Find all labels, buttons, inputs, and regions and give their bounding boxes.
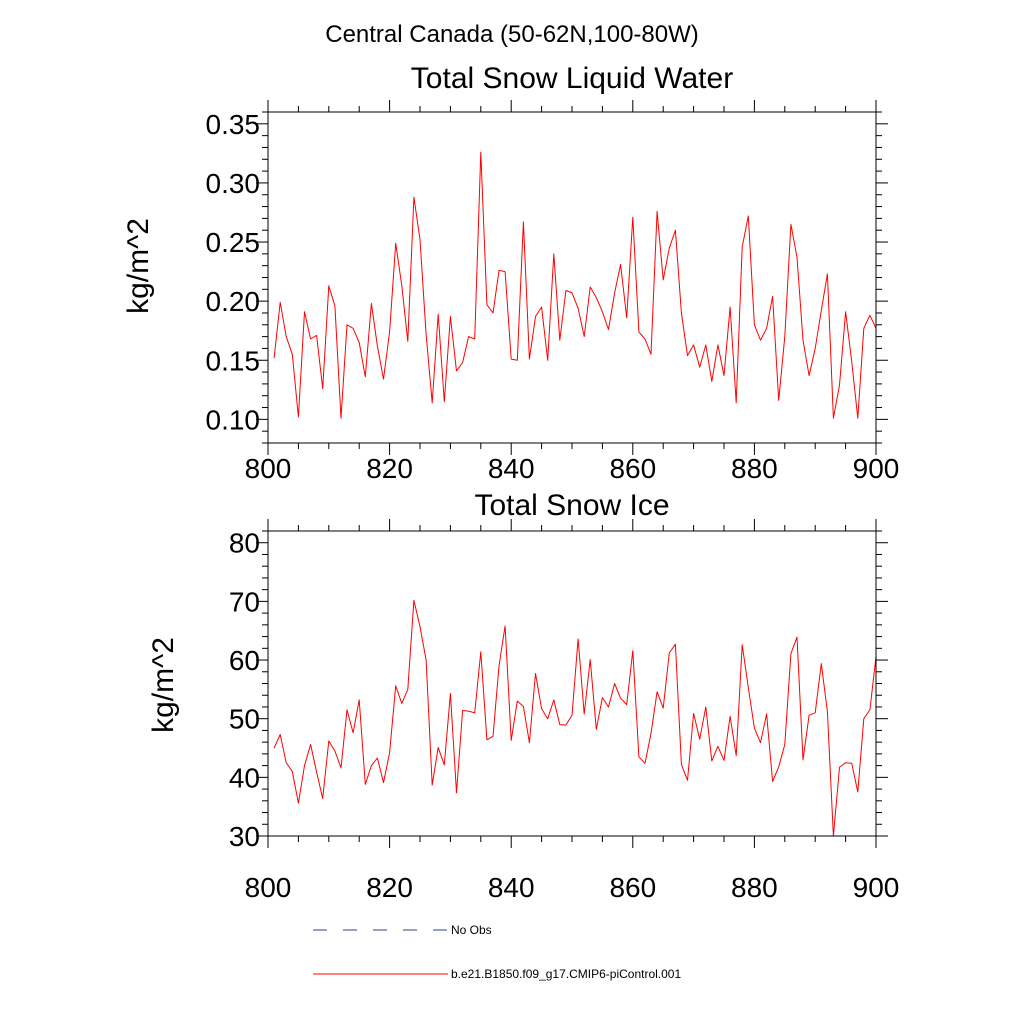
x-tick-label: 900 [853, 872, 900, 903]
y-tick-labels: 0.10 0.15 0.20 0.25 0.30 0.35 [206, 109, 261, 436]
x-tick-label: 820 [366, 453, 413, 484]
x-tick-label: 880 [731, 453, 778, 484]
plot-frame [267, 530, 877, 837]
y-axis-label: kg/m^2 [147, 637, 180, 733]
y-tick-label: 60 [229, 645, 260, 676]
panel-snow-liquid-water: Total Snow Liquid Water kg/m^2 0.100.150… [122, 62, 899, 484]
plot-frame [267, 111, 877, 444]
y-tick-label: 40 [229, 762, 260, 793]
x-tick-labels: 800 820 840 860 880 900 [245, 872, 900, 903]
series-group [273, 151, 877, 419]
series-line [273, 599, 877, 837]
x-tick-label: 860 [609, 872, 656, 903]
series-line [273, 151, 877, 419]
y-axis-label: kg/m^2 [122, 218, 155, 314]
y-tick-label: 30 [229, 821, 260, 852]
y-tick-label: 0.10 [206, 404, 261, 435]
axis-ticks [256, 100, 888, 455]
x-tick-label: 820 [366, 872, 413, 903]
axis-ticks [256, 519, 888, 848]
y-tick-labels: 30 40 50 60 70 80 [229, 528, 260, 852]
y-tick-label: 0.30 [206, 168, 261, 199]
x-tick-label: 860 [609, 453, 656, 484]
panel-title: Total Snow Liquid Water [411, 62, 733, 95]
y-tick-label: 50 [229, 704, 260, 735]
x-tick-label: 800 [245, 872, 292, 903]
y-tick-label: 0.20 [206, 286, 261, 317]
x-tick-label: 840 [488, 872, 535, 903]
x-tick-labels: 800 820 840 860 880 900 [245, 453, 900, 484]
panel-snow-ice: Total Snow Ice kg/m^2 30 40 50 60 70 80 800 82… [147, 489, 899, 903]
legend: No Obs b.e21.B1850.f09_g17.CMIP6-piContr… [313, 923, 681, 981]
y-tick-label: 80 [229, 528, 260, 559]
y-tick-label: 70 [229, 586, 260, 617]
legend-label-no-obs: No Obs [451, 923, 492, 937]
series-group [273, 599, 877, 837]
y-tick-label: 0.35 [206, 109, 261, 140]
x-tick-label: 840 [488, 453, 535, 484]
figure-suptitle: Central Canada (50-62N,100-80W) [325, 21, 699, 48]
x-tick-label: 900 [853, 453, 900, 484]
x-tick-label: 880 [731, 872, 778, 903]
legend-label-model: b.e21.B1850.f09_g17.CMIP6-piControl.001 [451, 967, 681, 981]
y-tick-label: 0.15 [206, 345, 261, 376]
y-tick-label: 0.25 [206, 227, 261, 258]
panel-title: Total Snow Ice [474, 489, 669, 522]
x-tick-label: 800 [245, 453, 292, 484]
